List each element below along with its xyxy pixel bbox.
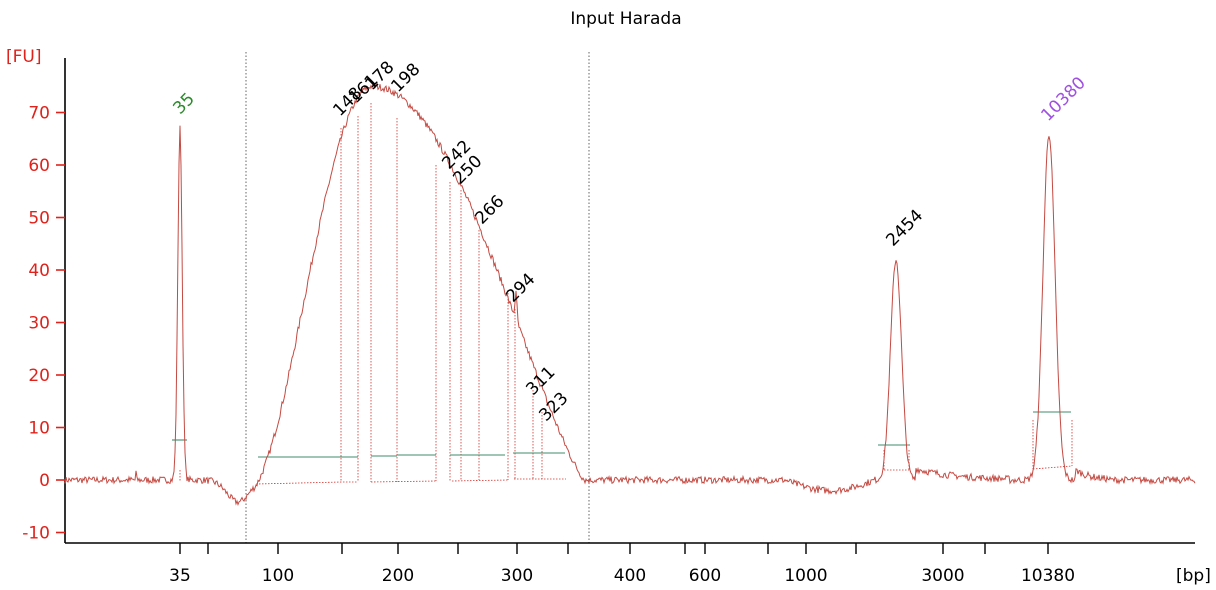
x-tick-label: 3000 [921,566,964,586]
y-ticks: -10 0 10 20 30 40 50 60 70 [22,104,65,544]
x-tick-label: 200 [382,566,414,586]
baseline-segments [255,465,1073,485]
x-tick-label: 400 [614,566,646,586]
peak-label: 294 [502,269,539,306]
fluorescence-trace [64,82,1196,507]
x-tick-label: 300 [501,566,533,586]
y-axis-label: [FU] [6,47,42,67]
x-tick-label: 10380 [1021,566,1075,586]
peak-label: 266 [471,191,508,228]
marker-peak-label: 35 [169,89,198,118]
x-axis-label: [bp] [1176,566,1211,586]
y-tick-label: -10 [22,524,50,544]
y-tick-label: 50 [28,209,50,229]
x-ticks: 35 100 200 300 400 600 1000 3000 10380 [169,543,1075,586]
x-tick-label: 600 [689,566,721,586]
y-tick-label: 60 [28,156,50,176]
y-tick-label: 0 [39,471,50,491]
marker-peak-label: 10380 [1037,73,1089,125]
x-tick-label: 1000 [784,566,827,586]
y-tick-label: 10 [28,419,50,439]
y-tick-label: 20 [28,366,50,386]
y-tick-label: 40 [28,261,50,281]
x-tick-label: 35 [169,566,191,586]
chart-title: Input Harada [570,9,681,29]
y-tick-label: 30 [28,314,50,334]
x-tick-label: 100 [262,566,294,586]
peak-drop-lines [179,103,1073,482]
peak-label: 2454 [882,206,927,251]
y-tick-label: 70 [28,104,50,124]
peak-height-lines [172,411,1071,458]
